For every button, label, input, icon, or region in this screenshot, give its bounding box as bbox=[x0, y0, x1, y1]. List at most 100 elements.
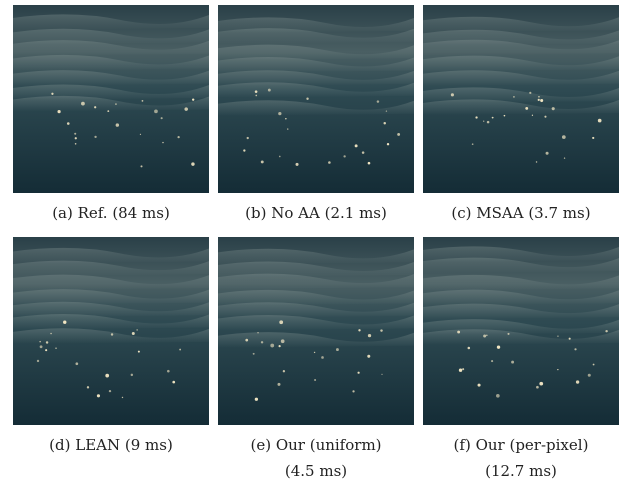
sparkle bbox=[257, 332, 258, 333]
sparkle bbox=[459, 369, 462, 372]
sparkle bbox=[97, 394, 100, 397]
sparkle bbox=[511, 361, 514, 364]
caption: (12.7 ms) bbox=[485, 462, 557, 480]
sparkle bbox=[75, 362, 78, 365]
sparkle bbox=[468, 347, 471, 350]
sparkle bbox=[154, 109, 158, 113]
sparkle bbox=[475, 116, 477, 118]
sparkle bbox=[457, 331, 460, 334]
sparkle bbox=[367, 355, 370, 358]
sparkle bbox=[243, 149, 245, 151]
sparkle bbox=[368, 162, 371, 165]
sparkle bbox=[136, 329, 137, 330]
sparkle bbox=[261, 341, 263, 343]
sparkle bbox=[538, 99, 540, 101]
sparkle bbox=[314, 352, 315, 353]
sparkle bbox=[397, 133, 400, 136]
sparkle bbox=[538, 96, 540, 98]
sparkle bbox=[588, 374, 591, 377]
sparkle bbox=[491, 360, 493, 362]
sparkle bbox=[245, 339, 248, 342]
caption: (f) Our (per-pixel) bbox=[454, 436, 589, 454]
caption: (a) Ref. (84 ms) bbox=[52, 204, 170, 222]
sparkle bbox=[574, 348, 576, 350]
sparkle bbox=[253, 353, 255, 355]
sparkle bbox=[492, 117, 494, 119]
sparkle bbox=[67, 122, 70, 125]
sparkle bbox=[63, 321, 66, 324]
sparkle bbox=[593, 364, 595, 366]
panel: (c) MSAA (3.7 ms) bbox=[423, 5, 619, 222]
sparkle bbox=[105, 374, 109, 378]
sparkle bbox=[504, 115, 506, 117]
sparkle bbox=[37, 360, 39, 362]
sparkle bbox=[487, 121, 490, 124]
sparkle bbox=[532, 115, 533, 116]
sparkle bbox=[513, 96, 515, 98]
sparkle bbox=[255, 90, 258, 93]
sparkle bbox=[368, 334, 371, 337]
sparkle bbox=[557, 335, 558, 336]
sparkle bbox=[94, 136, 96, 138]
sparkle bbox=[497, 345, 500, 348]
sparkle bbox=[352, 390, 354, 392]
sparkle bbox=[384, 122, 386, 124]
sparkle bbox=[552, 107, 555, 110]
sparkle bbox=[483, 335, 486, 338]
sparkle bbox=[109, 390, 111, 392]
sparkle bbox=[184, 107, 187, 110]
sparkle bbox=[592, 137, 594, 139]
sparkle bbox=[167, 370, 170, 373]
sparkle bbox=[544, 116, 546, 118]
sparkle bbox=[386, 111, 387, 112]
sparkle bbox=[546, 152, 549, 155]
sparkle bbox=[116, 123, 119, 126]
panel: (b) No AA (2.1 ms) bbox=[218, 5, 414, 222]
sparkle bbox=[557, 369, 558, 370]
caption: (d) LEAN (9 ms) bbox=[49, 436, 173, 454]
caption: (c) MSAA (3.7 ms) bbox=[451, 204, 590, 222]
sparkle bbox=[358, 329, 360, 331]
sparkle bbox=[255, 398, 258, 401]
sparkle bbox=[122, 397, 123, 398]
sparkle bbox=[140, 134, 141, 135]
sparkle bbox=[357, 372, 359, 374]
sparkle bbox=[283, 370, 285, 372]
sparkle bbox=[191, 162, 194, 165]
sparkle bbox=[536, 386, 539, 389]
sparkle bbox=[605, 330, 607, 332]
sparkle bbox=[306, 98, 308, 100]
sparkle bbox=[328, 161, 331, 164]
caption: (b) No AA (2.1 ms) bbox=[245, 204, 387, 222]
caption: (e) Our (uniform) bbox=[250, 436, 381, 454]
sparkle bbox=[131, 374, 133, 376]
sparkle bbox=[296, 163, 299, 166]
sparkle bbox=[529, 92, 531, 94]
sparkle bbox=[177, 136, 179, 138]
sparkle bbox=[247, 137, 249, 139]
sparkle bbox=[277, 383, 280, 386]
sparkle bbox=[536, 161, 537, 162]
sparkle bbox=[285, 118, 286, 119]
sparkle bbox=[314, 379, 316, 381]
sparkle bbox=[278, 112, 281, 115]
figure: (a) Ref. (84 ms) (b) No AA (2.1 ms) (c) MS… bbox=[0, 0, 623, 486]
sparkle bbox=[111, 333, 113, 335]
sparkle bbox=[179, 349, 181, 351]
sparkle bbox=[564, 157, 565, 158]
sparkle bbox=[192, 98, 194, 100]
sparkle bbox=[598, 119, 602, 123]
panel: (d) LEAN (9 ms) bbox=[13, 237, 209, 454]
sparkle bbox=[115, 103, 116, 104]
sparkle bbox=[51, 93, 53, 95]
sparkle bbox=[478, 384, 481, 387]
sparkle bbox=[486, 335, 488, 337]
sparkle bbox=[87, 386, 89, 388]
sparkle bbox=[507, 333, 509, 335]
sparkle bbox=[562, 135, 566, 139]
sparkle bbox=[132, 332, 135, 335]
panel: (f) Our (per-pixel) (12.7 ms) bbox=[423, 237, 619, 480]
sparkle bbox=[268, 89, 271, 92]
sparkle bbox=[525, 107, 528, 110]
sparkle bbox=[539, 382, 543, 386]
